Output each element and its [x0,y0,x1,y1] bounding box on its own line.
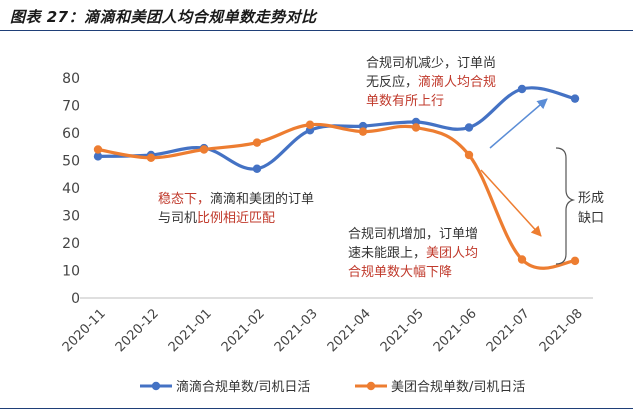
x-tick-label: 2021-01 [166,306,215,355]
x-tick-label: 2021-04 [325,306,374,355]
annotation-top-right: 单数有所上行 [366,94,444,109]
series-1-point [464,123,474,132]
legend-marker-2 [366,381,376,391]
annotation-top-right: 无反应，滴滴人均合规 [366,74,496,90]
x-tick-label: 2021-07 [484,306,533,355]
series-2-point [411,123,421,132]
y-tick-label: 20 [62,236,80,252]
series-2-point [146,153,156,162]
y-axis-ticks: 0 10 20 30 40 50 60 70 80 [62,71,80,307]
y-tick-label: 30 [62,209,80,225]
annotation-left: 与司机比例相近匹配 [158,211,275,226]
annotation-bottom-right: 合规司机增加，订单增 [348,227,478,242]
annotation-top-right: 合规司机减少，订单尚 [366,56,496,71]
series-line-2 [97,122,576,270]
legend-label-2: 美团合规单数/司机日活 [391,380,525,395]
x-tick-label: 2021-08 [537,306,586,355]
annotation-gap: 形成 [578,191,604,206]
y-tick-label: 50 [62,154,80,170]
down-arrow [480,169,542,237]
series-2-point [464,150,474,160]
series-1-point [570,94,580,103]
series-2-point [517,255,527,264]
x-tick-label: 2021-06 [431,306,480,355]
legend-marker-1 [151,381,161,391]
y-tick-label: 10 [62,264,80,280]
y-tick-label: 0 [71,291,80,307]
series-layer [93,84,580,270]
legend-label-1: 滴滴合规单数/司机日活 [176,379,310,395]
series-2-point [570,256,580,266]
series-2-point [252,138,262,147]
series-2-point [305,120,315,129]
annotation-bottom-right: 速未能跟上，美团人均 [348,246,478,261]
series-1-point [517,84,527,94]
annotation-gap: 缺口 [578,211,604,226]
y-tick-label: 40 [62,181,80,197]
series-2-point [93,145,103,154]
series-1-point [93,152,103,161]
gap-brace [555,147,576,265]
y-tick-label: 60 [62,126,80,142]
y-tick-label: 80 [62,71,80,87]
x-tick-label: 2021-05 [378,306,427,355]
legend: 滴滴合规单数/司机日活 美团合规单数/司机日活 [140,379,525,395]
bottom-rule [0,408,633,409]
figure-title: 图表 27：滴滴和美团人均合规单数走势对比 [10,8,317,26]
series-2-point [358,127,368,136]
x-tick-label: 2020-11 [60,306,109,355]
annotation-left: 稳态下，滴滴和美团的订单 [158,191,314,207]
up-arrow [489,98,548,149]
annotation-bottom-right: 合规单数大幅下降 [348,265,452,280]
title-rule [0,30,633,31]
x-tick-label: 2020-12 [113,306,162,355]
x-axis: 2020-11 2020-12 2021-01 2021-02 2021-03 2021-… [60,297,593,355]
annotations-layer: 合规司机减少，订单尚无反应，滴滴人均合规单数有所上行稳态下，滴滴和美团的订单与司… [158,56,604,280]
x-tick-label: 2021-03 [272,306,321,355]
y-tick-label: 70 [62,99,80,115]
series-1-point [252,164,262,173]
series-2-point [199,145,209,154]
x-tick-label: 2021-02 [219,306,268,355]
